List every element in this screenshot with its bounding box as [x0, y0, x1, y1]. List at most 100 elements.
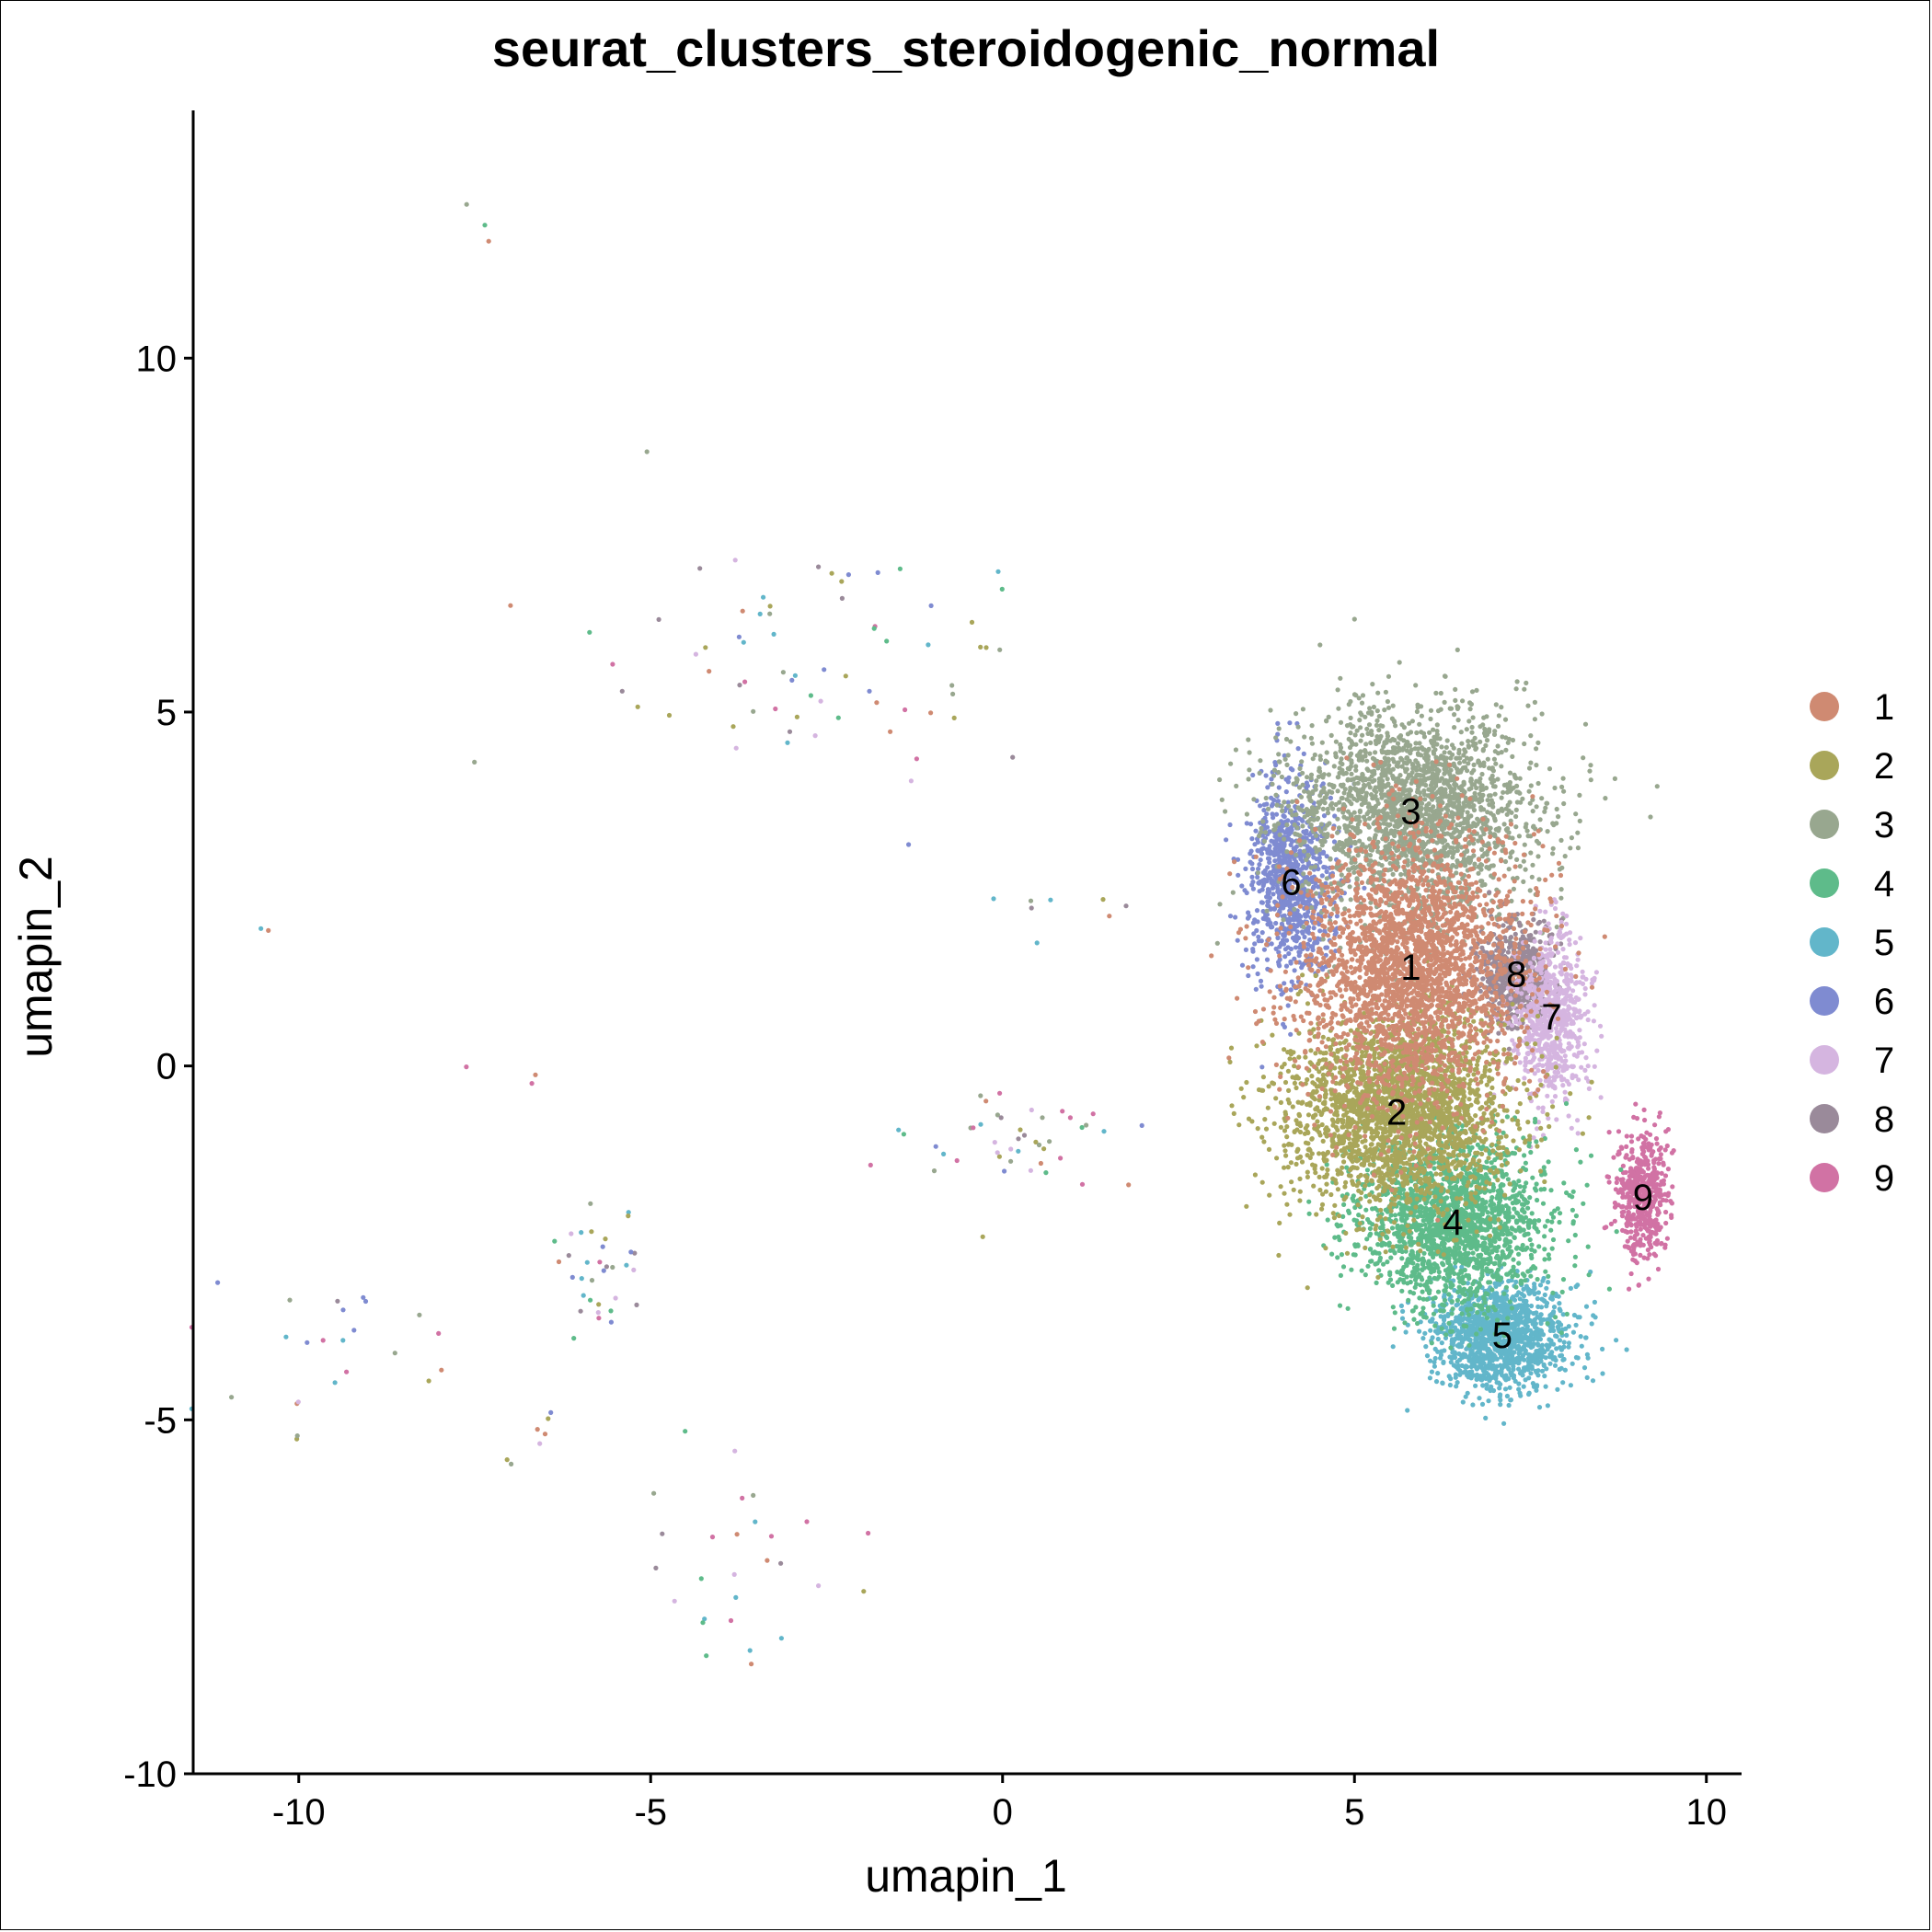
cluster-9-point — [1620, 1227, 1626, 1233]
cluster-3-point — [1438, 762, 1443, 767]
cluster-3-point — [1247, 767, 1252, 773]
cluster-6-point — [1275, 720, 1281, 727]
cluster-3-point — [1392, 751, 1397, 756]
cluster-3-point — [1530, 862, 1535, 868]
cluster-6-point — [1321, 864, 1327, 870]
cluster-6-point — [1248, 848, 1254, 854]
cluster-3-point — [1262, 830, 1269, 835]
cluster-3-point — [1395, 824, 1400, 830]
cluster-3-point — [1345, 777, 1351, 783]
cluster-3-point — [1442, 699, 1447, 706]
cluster-7-point — [1566, 1011, 1571, 1017]
cluster-3-point — [1386, 781, 1391, 787]
cluster-6-point — [1251, 931, 1257, 937]
cluster-6-point — [1317, 928, 1323, 934]
cluster-3-point — [1550, 845, 1556, 851]
cluster-6-point — [1324, 868, 1329, 875]
cluster-3-point — [1268, 707, 1273, 713]
cluster-3-point — [1525, 834, 1531, 839]
outlier-point — [875, 569, 880, 576]
cluster-3-point — [1301, 848, 1307, 854]
cluster-3-point — [1480, 722, 1486, 728]
cluster-3-point — [1390, 871, 1396, 878]
cluster-9-point — [1639, 1133, 1644, 1139]
outlier-point — [632, 1250, 638, 1256]
outlier-point — [702, 1616, 707, 1622]
cluster-3-point — [1408, 836, 1413, 843]
cluster-3-point — [1320, 937, 1326, 942]
outlier-point — [644, 449, 650, 454]
cluster-6-point — [1285, 1003, 1291, 1008]
outlier-point — [908, 778, 914, 784]
cluster-9-point — [1624, 1133, 1629, 1139]
cluster-7-point — [1567, 941, 1572, 948]
cluster-3-point — [1550, 851, 1556, 857]
cluster-3-point — [1276, 726, 1282, 731]
cluster-3-point — [1292, 906, 1297, 912]
cluster-6-point — [1268, 920, 1273, 926]
cluster-3-point — [1490, 863, 1496, 868]
cluster-3-point — [1310, 756, 1316, 762]
cluster-3-point — [1327, 821, 1332, 826]
outlier-point — [266, 927, 271, 934]
cluster-3-point — [1345, 867, 1351, 872]
cluster-3-point — [1514, 789, 1520, 795]
cluster-3-point — [1340, 849, 1346, 855]
cluster-3-point — [1478, 739, 1483, 744]
cluster-6-point — [1272, 868, 1278, 874]
cluster-3-point — [1455, 704, 1460, 709]
cluster-8-point — [1500, 987, 1506, 993]
outlier-point — [829, 570, 834, 576]
outlier-point — [839, 595, 845, 602]
outlier-point — [340, 1338, 346, 1343]
outlier-point — [320, 1338, 326, 1343]
cluster-3-point — [1386, 758, 1391, 764]
cluster-3-point — [1326, 772, 1331, 777]
cluster-3-point — [1417, 721, 1422, 727]
cluster-3-point — [1558, 887, 1564, 892]
cluster-3-point — [1439, 824, 1444, 831]
cluster-6-point — [1273, 920, 1279, 926]
cluster-9-point — [1645, 1162, 1651, 1167]
cluster-3-point — [1276, 752, 1282, 757]
cluster-3-point — [1399, 757, 1405, 763]
outlier-point — [822, 667, 827, 673]
outlier-point — [508, 603, 513, 608]
cluster-3-point — [1466, 739, 1471, 744]
cluster-3-point — [1556, 814, 1561, 820]
cluster-3-point — [1348, 730, 1353, 736]
cluster-6-point — [1252, 917, 1258, 923]
cluster-3-point — [1492, 791, 1498, 797]
outlier-point — [588, 1201, 593, 1206]
cluster-3-point — [1478, 794, 1485, 799]
cluster-7-point — [1545, 955, 1550, 960]
cluster-3-point — [1264, 908, 1270, 914]
outlier-point — [1101, 1129, 1107, 1134]
cluster-3-point — [1537, 817, 1543, 822]
cluster-3-point — [1532, 717, 1537, 722]
cluster-3-point — [1428, 707, 1434, 713]
cluster-3-point — [1484, 738, 1490, 743]
cluster-3-point — [1545, 829, 1550, 834]
cluster-6-point — [1323, 880, 1328, 887]
cluster-3-point — [1479, 771, 1485, 777]
cluster-3-point — [1335, 816, 1340, 822]
cluster-6-point — [1286, 832, 1292, 837]
cluster-3-point — [1491, 731, 1498, 738]
cluster-6-point — [1245, 915, 1251, 921]
outlier-point — [229, 1395, 235, 1400]
cluster-3-point — [1466, 860, 1472, 866]
outlier-point — [578, 1308, 583, 1314]
cluster-3-point — [1588, 763, 1593, 768]
cluster-3-point — [1452, 725, 1457, 730]
cluster-6-point — [1288, 842, 1294, 848]
outlier-point — [980, 1234, 985, 1239]
cluster-6-point — [1305, 941, 1311, 947]
cluster-3-point — [1543, 805, 1548, 811]
cluster-8-point — [1531, 946, 1536, 951]
cluster-8-point — [1537, 939, 1543, 945]
outlier-point — [703, 645, 708, 650]
cluster-3-point — [1510, 753, 1515, 760]
cluster-3-point — [1374, 718, 1380, 724]
cluster-3-point — [1427, 730, 1432, 735]
